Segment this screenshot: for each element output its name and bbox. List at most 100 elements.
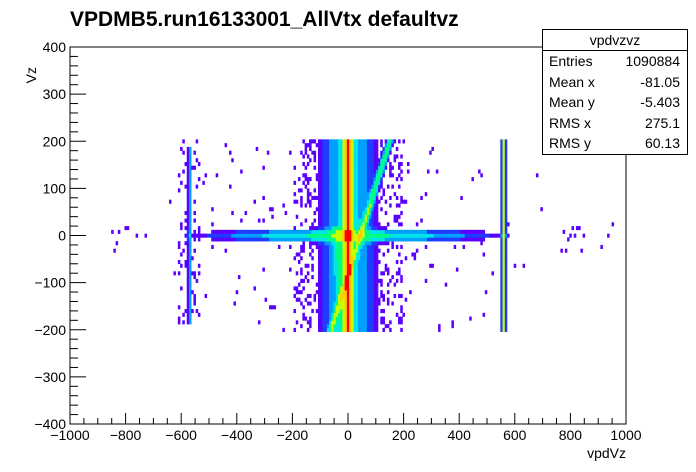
heatmap-cell xyxy=(331,312,334,317)
heatmap-cell xyxy=(360,173,363,178)
heatmap-cell xyxy=(502,244,506,249)
heatmap-cell xyxy=(502,305,506,310)
heatmap-cell xyxy=(333,316,337,321)
heatmap-cell xyxy=(369,165,372,170)
heatmap-cell xyxy=(504,139,508,144)
heatmap-cell xyxy=(500,177,503,182)
heatmap-cell xyxy=(297,290,301,295)
heatmap-cell xyxy=(371,327,374,332)
heatmap-cell xyxy=(188,260,192,265)
heatmap-cell xyxy=(306,271,310,276)
heatmap-cell xyxy=(344,252,348,257)
heatmap-cell xyxy=(344,165,348,170)
heatmap-cell xyxy=(500,214,503,219)
heatmap-cell xyxy=(391,139,394,144)
heatmap-cell xyxy=(500,195,503,200)
heatmap-cell xyxy=(337,222,341,227)
heatmap-cell xyxy=(309,143,312,148)
heatmap-cell xyxy=(322,214,325,219)
heatmap-cell xyxy=(473,233,477,238)
heatmap-cell xyxy=(340,263,343,268)
heatmap-cell xyxy=(329,214,332,219)
heatmap-cell xyxy=(362,327,365,332)
heatmap-cell xyxy=(340,165,343,170)
heatmap-cell xyxy=(342,184,345,189)
heatmap-cell xyxy=(378,177,381,182)
heatmap-cell xyxy=(500,226,503,231)
heatmap-cell xyxy=(355,188,359,193)
heatmap-cell xyxy=(335,297,339,302)
heatmap-cell xyxy=(507,222,510,227)
heatmap-cell xyxy=(400,211,403,216)
heatmap-cell xyxy=(349,180,352,185)
heatmap-cell xyxy=(540,207,543,212)
heatmap-cell xyxy=(300,150,303,155)
heatmap-cell xyxy=(358,244,361,249)
heatmap-cell xyxy=(293,309,297,314)
heatmap-cell xyxy=(337,161,341,167)
heatmap-cell xyxy=(366,203,370,208)
heatmap-cell xyxy=(391,143,394,148)
heatmap-cell xyxy=(320,211,323,216)
heatmap-cell xyxy=(275,233,279,238)
heatmap-cell xyxy=(375,222,379,227)
heatmap-cell xyxy=(186,260,190,265)
heatmap-cell xyxy=(311,195,314,200)
heatmap-cell xyxy=(366,143,370,148)
heatmap-cell xyxy=(364,252,368,257)
heatmap-cell xyxy=(429,263,432,268)
heatmap-cell xyxy=(366,324,370,329)
heatmap-cell xyxy=(349,260,352,265)
heatmap-cell xyxy=(335,158,339,163)
heatmap-cell xyxy=(340,241,343,246)
heatmap-cell xyxy=(358,260,361,265)
heatmap-cell xyxy=(395,233,399,238)
heatmap-cell xyxy=(188,214,192,219)
heatmap-cell xyxy=(313,150,317,155)
heatmap-cell xyxy=(344,244,348,249)
heatmap-cell xyxy=(229,233,232,238)
heatmap-cell xyxy=(284,237,288,242)
heatmap-cell xyxy=(351,309,354,314)
heatmap-cell xyxy=(229,184,232,189)
heatmap-cell xyxy=(360,192,363,197)
heatmap-cell xyxy=(351,324,354,329)
heatmap-cell xyxy=(333,312,337,317)
heatmap-cell xyxy=(344,271,348,276)
heatmap-cell xyxy=(567,237,570,242)
heatmap-cell xyxy=(500,218,503,223)
heatmap-cell xyxy=(362,309,365,314)
heatmap-cell xyxy=(188,297,192,302)
heatmap-cell xyxy=(253,237,256,242)
heatmap-cell xyxy=(375,309,379,314)
heatmap-cell xyxy=(355,229,359,234)
heatmap-cell xyxy=(188,271,192,276)
heatmap-cell xyxy=(395,244,399,249)
heatmap-cell xyxy=(188,207,192,212)
heatmap-cell xyxy=(329,229,332,234)
heatmap-cell xyxy=(353,192,357,197)
heatmap-cell xyxy=(431,263,434,268)
heatmap-cell xyxy=(249,229,252,234)
heatmap-cell xyxy=(186,207,190,212)
heatmap-cell xyxy=(349,316,352,321)
heatmap-cell xyxy=(375,199,379,204)
heatmap-cell xyxy=(186,290,190,295)
heatmap-cell xyxy=(342,226,345,231)
heatmap-cell xyxy=(346,241,350,246)
heatmap-cell xyxy=(358,173,361,178)
heatmap-cell xyxy=(404,199,408,204)
heatmap-cell xyxy=(186,278,190,283)
heatmap-cell xyxy=(480,241,483,246)
heatmap-cell xyxy=(126,226,130,231)
heatmap-cell xyxy=(413,233,417,238)
heatmap-cell xyxy=(293,199,297,204)
heatmap-cell xyxy=(300,229,303,234)
heatmap-cell xyxy=(398,252,401,257)
heatmap-cell xyxy=(309,320,312,325)
heatmap-cell xyxy=(378,237,381,242)
heatmap-cell xyxy=(320,218,323,223)
heatmap-cell xyxy=(371,260,374,265)
heatmap-cell xyxy=(382,192,385,197)
